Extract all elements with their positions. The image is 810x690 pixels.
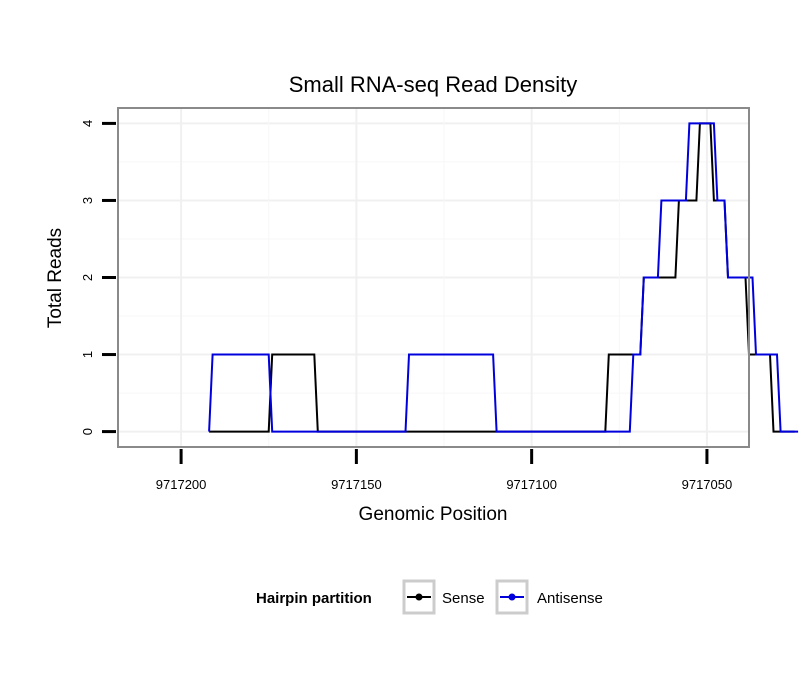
x-tick-label-9717150: 9717150 — [331, 477, 382, 492]
y-tick-label-2: 2 — [80, 274, 95, 281]
legend-title: Hairpin partition — [256, 590, 372, 607]
legend-point-sense — [415, 593, 423, 601]
x-tick-label-9717200: 9717200 — [156, 477, 207, 492]
y-tick-label-1: 1 — [80, 351, 95, 358]
series-line-antisense — [208, 122, 799, 433]
y-axis-title: Total Reads — [45, 228, 66, 328]
legend-point-antisense — [508, 593, 516, 601]
legend: Hairpin partition Sense Antisense — [256, 579, 603, 615]
y-tick-label-3: 3 — [80, 197, 95, 204]
x-tick-label-9717100: 9717100 — [506, 477, 557, 492]
plot-panel-border — [117, 107, 750, 448]
legend-item-antisense[interactable]: Antisense — [495, 579, 603, 615]
y-tick-label-4: 4 — [80, 120, 95, 127]
x-axis-title: Genomic Position — [359, 504, 508, 525]
legend-item-sense[interactable]: Sense — [402, 579, 485, 615]
series-layer — [208, 122, 799, 433]
y-tick-label-0: 0 — [80, 428, 95, 435]
y-axis: 0 1 2 3 4 — [80, 120, 116, 435]
x-tick-label-9717050: 9717050 — [682, 477, 733, 492]
series-line-sense — [209, 122, 795, 433]
legend-label-sense: Sense — [442, 590, 485, 607]
x-axis: 9717200 9717150 9717100 9717050 — [156, 449, 732, 492]
legend-label-antisense: Antisense — [537, 590, 603, 607]
chart-title: Small RNA-seq Read Density — [289, 72, 578, 97]
